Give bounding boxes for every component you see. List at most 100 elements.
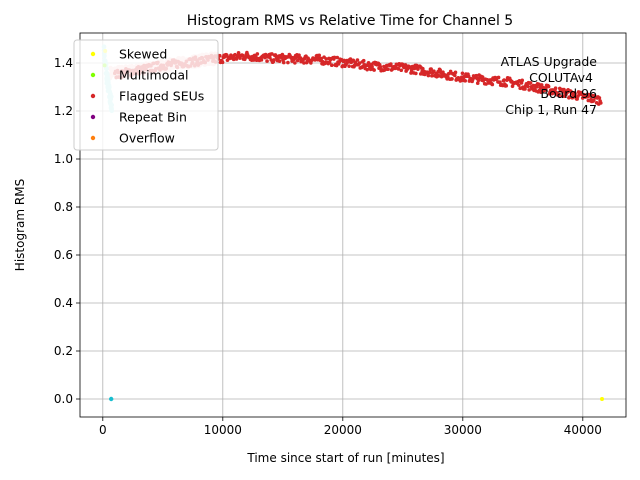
flagged-seu-point <box>523 87 527 91</box>
flagged-seu-point <box>403 63 408 67</box>
x-tick-label: 10000 <box>204 423 242 437</box>
flagged-seu-point <box>286 60 290 65</box>
chart-title: Histogram RMS vs Relative Time for Chann… <box>187 13 513 29</box>
flagged-seu-point <box>535 85 539 89</box>
flagged-seu-point <box>562 87 566 92</box>
flagged-seu-point <box>496 75 501 80</box>
flagged-seu-point <box>484 82 488 86</box>
flagged-seu-point <box>293 61 297 65</box>
legend-marker-skewed <box>90 51 96 57</box>
flagged-seu-point <box>265 59 269 63</box>
flagged-seu-point <box>426 73 431 78</box>
flagged-seu-point <box>386 67 390 71</box>
flagged-seu-point <box>520 78 525 83</box>
flagged-seu-point <box>255 52 260 56</box>
flagged-seu-point <box>527 88 531 92</box>
flagged-seu-point <box>317 53 322 58</box>
flagged-seu-point <box>466 74 471 79</box>
y-tick-label: 1.4 <box>54 56 73 70</box>
flagged-seu-point <box>234 57 239 61</box>
annotation-line-3: Board 96 <box>540 86 597 101</box>
legend-label-repeat-bin: Repeat Bin <box>119 110 187 125</box>
flagged-seu-point <box>450 77 454 81</box>
flagged-seu-point <box>259 58 264 62</box>
flagged-seu-point <box>504 83 509 88</box>
annotation-line-4: Chip 1, Run 47 <box>505 102 597 117</box>
flagged-seu-point <box>302 61 306 65</box>
y-tick-label: 1.2 <box>54 104 73 118</box>
flagged-seu-point <box>412 66 417 71</box>
flagged-seu-point <box>580 96 585 100</box>
flagged-seu-point <box>365 67 369 72</box>
legend-label-overflow: Overflow <box>119 131 175 146</box>
flagged-seu-point <box>599 101 603 105</box>
flagged-seu-point <box>429 67 433 71</box>
flagged-seu-point <box>463 79 468 83</box>
legend-label-flagged-seus: Flagged SEUs <box>119 89 204 104</box>
flagged-seu-point <box>366 60 371 65</box>
flagged-seu-point <box>370 64 374 69</box>
flagged-seu-point <box>319 56 324 61</box>
x-tick-label: 30000 <box>444 423 482 437</box>
flagged-seu-point <box>546 84 551 89</box>
y-tick-label: 0.8 <box>54 200 73 214</box>
flagged-seu-point <box>575 97 579 101</box>
flagged-seu-point <box>414 71 418 76</box>
x-tick-label: 0 <box>99 423 107 437</box>
annotation-line-2: COLUTAv4 <box>529 70 593 85</box>
flagged-seu-point <box>372 68 376 72</box>
flagged-seu-point <box>553 86 558 91</box>
flagged-seu-point <box>335 55 340 60</box>
legend: Skewed Multimodal Flagged SEUs Repeat Bin Ov… <box>73 39 219 151</box>
x-tick-label: 40000 <box>564 423 602 437</box>
x-axis: 0 10000 20000 30000 40000 <box>99 417 602 437</box>
plot-frame <box>79 32 627 418</box>
flagged-seu-point <box>460 71 465 76</box>
flagged-seu-point <box>297 53 301 57</box>
legend-marker-flagged-seus <box>90 93 96 99</box>
flagged-seu-point <box>396 67 401 71</box>
flagged-seu-point <box>453 70 458 75</box>
flagged-seu-point <box>502 78 506 82</box>
flagged-seu-point <box>427 70 432 75</box>
flagged-seu-point <box>399 68 404 73</box>
legend-label-multimodal: Multimodal <box>119 68 188 83</box>
flagged-seu-point <box>592 98 596 102</box>
flagged-seu-point <box>361 58 366 63</box>
flagged-seu-point <box>324 57 328 61</box>
y-tick-label: 0.6 <box>54 248 73 262</box>
teal-point <box>109 396 114 402</box>
flagged-seu-point <box>220 60 225 65</box>
grid <box>80 33 626 417</box>
y-tick-label: 0.4 <box>54 296 73 310</box>
flagged-seu-point <box>357 61 362 65</box>
flagged-seu-point <box>355 58 360 62</box>
y-axis: 0.0 0.2 0.4 0.6 0.8 1.0 1.2 1.4 <box>54 56 80 406</box>
flagged-seu-point <box>490 82 495 87</box>
flagged-seu-point <box>281 60 286 65</box>
annotation-line-1: ATLAS Upgrade <box>501 54 598 69</box>
flagged-seu-point <box>240 53 245 58</box>
legend-box <box>73 39 219 151</box>
flagged-seu-point <box>270 52 274 56</box>
flagged-seu-point <box>597 96 602 100</box>
flagged-seu-point <box>438 68 442 72</box>
flagged-seu-point <box>430 74 434 78</box>
flagged-seu-point <box>347 64 351 68</box>
flagged-seu-point <box>526 84 530 89</box>
y-tick-label: 1.0 <box>54 152 73 166</box>
y-tick-label: 0.0 <box>54 392 73 406</box>
flagged-seu-point <box>236 51 241 55</box>
flagged-seu-point <box>573 91 577 96</box>
point-skewed <box>600 397 604 401</box>
flagged-seu-point <box>272 58 276 62</box>
flagged-seu-point <box>474 73 479 78</box>
flagged-seu-point <box>557 93 561 98</box>
flagged-seu-point <box>378 64 383 69</box>
flagged-seu-point <box>516 83 521 87</box>
y-tick-label: 0.2 <box>54 344 73 358</box>
flagged-seu-point <box>332 55 337 60</box>
flagged-seu-point <box>567 95 572 99</box>
flagged-seu-point <box>498 80 502 85</box>
